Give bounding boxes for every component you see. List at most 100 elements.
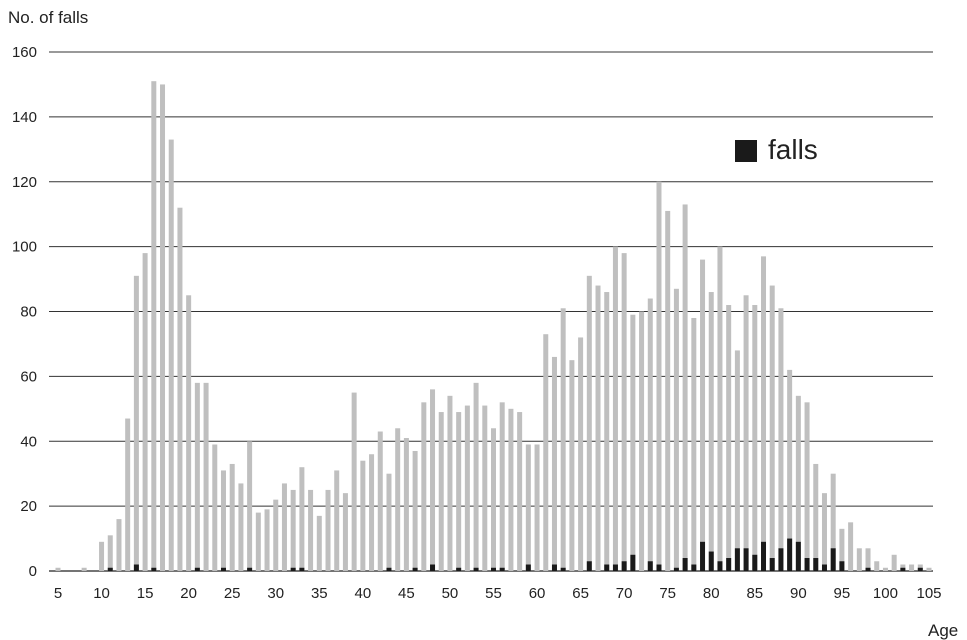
- bar-total: [482, 405, 488, 571]
- bar-total: [543, 334, 549, 571]
- bar-total: [351, 392, 357, 571]
- bar-total: [168, 139, 174, 571]
- bar-falls: [621, 561, 627, 571]
- x-tick-label: 60: [529, 585, 546, 602]
- bar-total: [220, 470, 226, 571]
- bar-total: [909, 564, 915, 571]
- bar-total: [778, 308, 784, 571]
- x-tick-label: 20: [180, 585, 197, 602]
- legend-swatch-falls: [735, 140, 757, 162]
- legend-label-falls: falls: [768, 134, 818, 165]
- bar-falls: [865, 567, 871, 571]
- bar-total: [142, 253, 148, 572]
- bar-total: [116, 519, 122, 571]
- bar-total: [194, 382, 200, 571]
- bar-falls: [769, 558, 775, 571]
- bar-falls: [726, 558, 732, 571]
- bar-falls: [734, 548, 740, 571]
- bar-falls: [682, 558, 688, 571]
- bar-total: [255, 512, 261, 571]
- x-tick-label: 35: [311, 585, 328, 602]
- x-tick-label: 10: [93, 585, 110, 602]
- bar-total: [125, 418, 131, 571]
- bar-total: [464, 405, 470, 571]
- bar-total: [700, 259, 706, 571]
- bar-total: [743, 295, 749, 571]
- bar-total: [665, 210, 671, 571]
- bar-total: [804, 402, 810, 571]
- bar-total: [708, 292, 714, 571]
- bar-total: [264, 509, 270, 571]
- bar-total: [438, 412, 444, 571]
- y-tick-label: 0: [29, 563, 37, 580]
- bar-total: [386, 473, 392, 571]
- bar-total: [865, 548, 871, 571]
- bar-total: [55, 567, 61, 571]
- y-axis-title: No. of falls: [8, 8, 88, 27]
- bar-total: [900, 564, 906, 571]
- bar-total: [569, 360, 575, 571]
- bar-falls: [491, 567, 496, 571]
- bar-falls: [673, 567, 679, 571]
- bar-falls: [830, 548, 836, 571]
- y-tick-label: 80: [20, 304, 37, 321]
- bar-total: [160, 84, 166, 571]
- bar-total: [813, 463, 819, 571]
- bar-falls: [525, 564, 531, 571]
- bar-total: [525, 444, 531, 571]
- bar-total: [821, 493, 827, 571]
- bar-total: [325, 489, 331, 571]
- bar-total: [717, 246, 723, 572]
- bar-falls: [290, 567, 296, 571]
- bar-total: [586, 275, 592, 571]
- bar-total: [560, 308, 566, 571]
- bar-total: [517, 412, 523, 571]
- bar-total: [229, 463, 235, 571]
- bar-total: [377, 431, 383, 571]
- x-tick-label: 70: [616, 585, 633, 602]
- bar-falls: [656, 564, 662, 571]
- y-tick-label: 140: [12, 109, 37, 126]
- bar-falls: [586, 561, 592, 571]
- bar-falls: [717, 561, 723, 571]
- bar-total: [203, 382, 209, 571]
- bar-total: [342, 493, 348, 571]
- bar-total: [795, 395, 801, 571]
- bar-total: [856, 548, 862, 571]
- bar-total: [734, 350, 740, 571]
- x-axis-title: Age: [928, 621, 958, 640]
- bar-total: [133, 275, 139, 571]
- x-tick-label: 80: [703, 585, 720, 602]
- bar-total: [621, 253, 627, 572]
- bar-falls: [612, 564, 618, 571]
- x-tick-label: 85: [746, 585, 763, 602]
- bar-falls: [551, 564, 557, 571]
- bar-falls: [743, 548, 749, 571]
- bar-total: [247, 441, 253, 571]
- legend: falls: [735, 134, 818, 165]
- x-tick-label: 55: [485, 585, 502, 602]
- x-tick-label: 25: [224, 585, 241, 602]
- bar-falls: [560, 567, 566, 571]
- bar-falls: [630, 554, 636, 571]
- bar-falls: [604, 564, 610, 571]
- y-tick-label: 40: [20, 433, 37, 450]
- bar-total: [874, 561, 880, 571]
- bar-total: [639, 311, 645, 571]
- bar-total: [334, 470, 340, 571]
- bar-total: [403, 438, 409, 571]
- bar-total: [926, 567, 932, 571]
- bar-total: [99, 541, 105, 571]
- bar-falls: [430, 564, 436, 571]
- bar-total: [473, 382, 479, 571]
- y-tick-label: 120: [12, 174, 37, 191]
- x-tick-label: 5: [54, 585, 62, 602]
- bar-falls: [761, 541, 767, 571]
- bar-falls: [107, 567, 113, 571]
- x-tick-label: 105: [916, 585, 941, 602]
- bar-falls: [700, 541, 706, 571]
- bar-falls: [647, 561, 653, 571]
- bar-falls: [473, 567, 479, 571]
- bar-falls: [456, 567, 462, 571]
- bar-falls: [194, 567, 200, 571]
